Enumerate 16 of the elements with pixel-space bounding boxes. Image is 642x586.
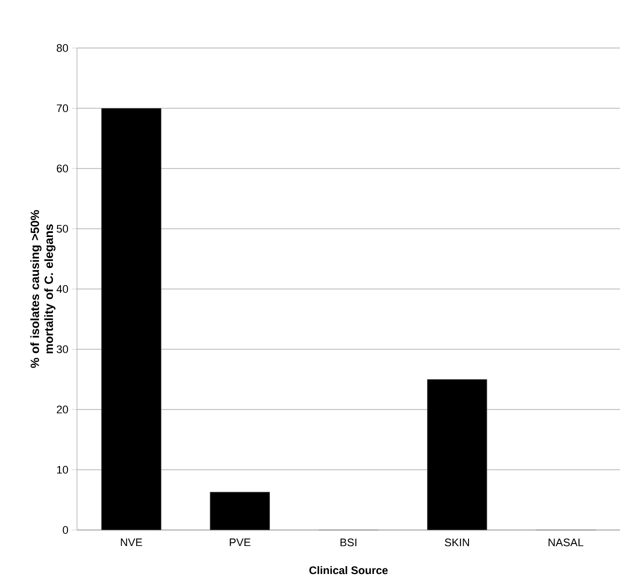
y-tick-label: 60 [56, 164, 68, 172]
x-tick-label: PVE [230, 538, 250, 546]
y-tick-label: 20 [56, 406, 68, 414]
y-tick-label: 40 [56, 285, 68, 293]
y-tick-label: 70 [56, 104, 68, 112]
x-tick-label: SKIN [444, 538, 469, 546]
x-tick-label: NVE [120, 538, 142, 546]
y-tick-label: 0 [62, 526, 68, 534]
y-axis-title: % of isolates causing >50% mortality of C. elegans [30, 210, 56, 368]
y-tick-label: 50 [56, 224, 68, 233]
y-tick-label: 10 [57, 466, 68, 474]
y-tick-label: 80 [56, 44, 68, 52]
y-tick-label: 30 [56, 345, 68, 354]
x-axis-title: Clinical Source [309, 566, 388, 574]
x-tick-label: NASAL [548, 538, 584, 546]
x-tick-label: BSI [340, 538, 356, 546]
